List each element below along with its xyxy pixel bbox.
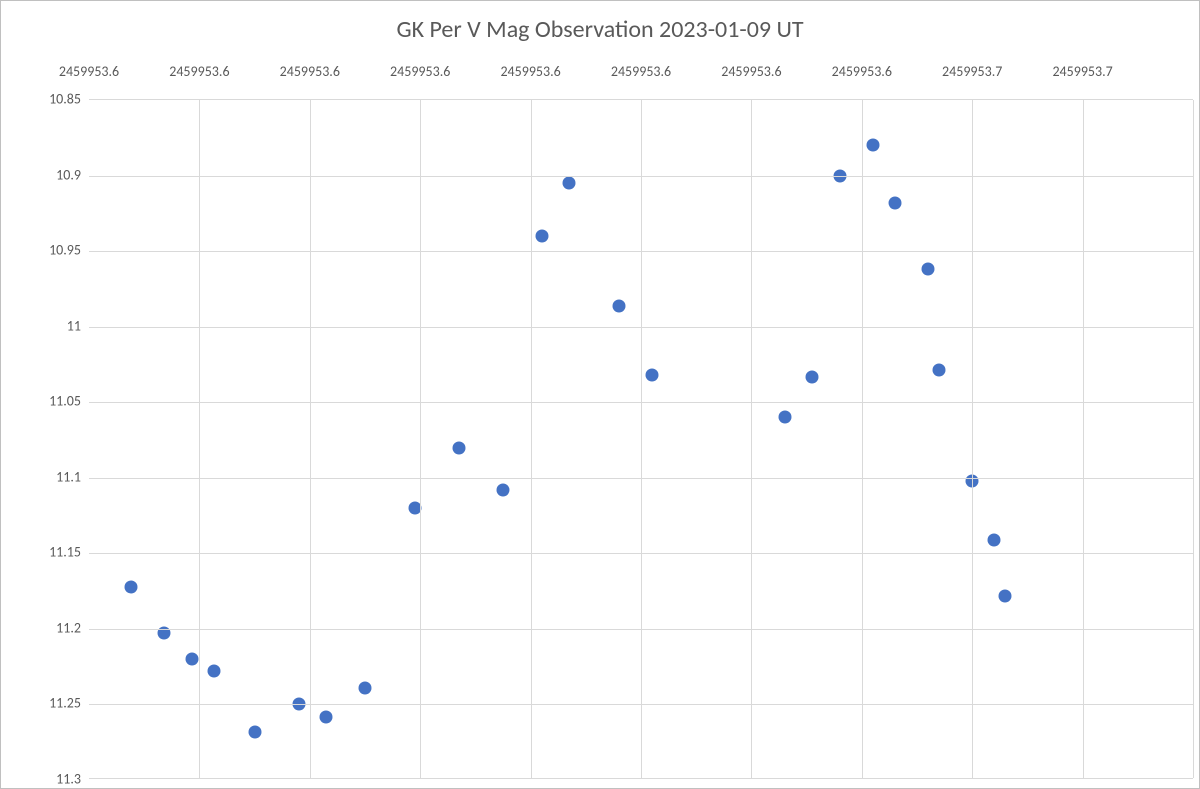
gridline-vertical bbox=[1193, 100, 1194, 778]
x-tick-label: 2459953.6 bbox=[390, 63, 450, 80]
gridline-vertical bbox=[972, 100, 973, 778]
plot-area bbox=[89, 99, 1193, 779]
data-point bbox=[888, 196, 901, 209]
x-tick-label: 2459953.7 bbox=[942, 63, 1002, 80]
gridline-horizontal bbox=[89, 251, 1193, 252]
data-point bbox=[646, 369, 659, 382]
data-point bbox=[988, 533, 1001, 546]
data-point bbox=[248, 725, 261, 738]
gridline-horizontal bbox=[89, 629, 1193, 630]
data-point bbox=[497, 483, 510, 496]
gridline-vertical bbox=[751, 100, 752, 778]
data-point bbox=[806, 370, 819, 383]
x-axis-tick-labels: 2459953.6 2459953.6 2459953.6 2459953.6 2459… bbox=[1, 63, 1199, 83]
data-point bbox=[612, 299, 625, 312]
x-tick-label: 2459953.7 bbox=[1052, 63, 1112, 80]
data-point bbox=[207, 665, 220, 678]
y-tick-label: 11.05 bbox=[49, 393, 81, 410]
gridline-vertical bbox=[199, 100, 200, 778]
y-tick-label: 10.9 bbox=[56, 166, 81, 183]
scatter-chart: GK Per V Mag Observation 2023-01-09 UT 2… bbox=[0, 0, 1200, 789]
gridline-vertical bbox=[862, 100, 863, 778]
gridline-horizontal bbox=[89, 402, 1193, 403]
gridline-vertical bbox=[310, 100, 311, 778]
x-tick-label: 2459953.6 bbox=[169, 63, 229, 80]
gridline-horizontal bbox=[89, 478, 1193, 479]
x-tick-label: 2459953.6 bbox=[280, 63, 340, 80]
gridline-horizontal bbox=[89, 704, 1193, 705]
data-point bbox=[124, 580, 137, 593]
data-point bbox=[320, 710, 333, 723]
y-tick-label: 11 bbox=[67, 317, 81, 334]
chart-title: GK Per V Mag Observation 2023-01-09 UT bbox=[1, 15, 1199, 44]
x-tick-label: 2459953.6 bbox=[832, 63, 892, 80]
y-tick-label: 10.95 bbox=[49, 242, 81, 259]
y-tick-label: 10.85 bbox=[49, 91, 81, 108]
gridline-vertical bbox=[641, 100, 642, 778]
x-tick-label: 2459953.6 bbox=[721, 63, 781, 80]
gridline-vertical bbox=[1083, 100, 1084, 778]
data-point bbox=[359, 681, 372, 694]
data-point bbox=[778, 411, 791, 424]
y-tick-label: 11.25 bbox=[49, 695, 81, 712]
data-point bbox=[535, 230, 548, 243]
data-point bbox=[922, 263, 935, 276]
y-tick-label: 11.15 bbox=[49, 544, 81, 561]
gridline-vertical bbox=[420, 100, 421, 778]
data-point bbox=[563, 177, 576, 190]
y-tick-label: 11.3 bbox=[56, 771, 81, 788]
data-point bbox=[185, 653, 198, 666]
gridline-vertical bbox=[531, 100, 532, 778]
gridline-horizontal bbox=[89, 553, 1193, 554]
x-tick-label: 2459953.6 bbox=[611, 63, 671, 80]
y-axis-tick-labels: 10.85 10.9 10.95 11 11.05 11.1 11.15 11.2 11.25 1… bbox=[1, 1, 89, 788]
data-point bbox=[933, 364, 946, 377]
x-tick-label: 2459953.6 bbox=[500, 63, 560, 80]
y-tick-label: 11.2 bbox=[56, 619, 81, 636]
data-point bbox=[866, 139, 879, 152]
data-point bbox=[999, 589, 1012, 602]
gridline-horizontal bbox=[89, 176, 1193, 177]
data-point bbox=[452, 441, 465, 454]
gridline-horizontal bbox=[89, 327, 1193, 328]
y-tick-label: 11.1 bbox=[56, 468, 81, 485]
